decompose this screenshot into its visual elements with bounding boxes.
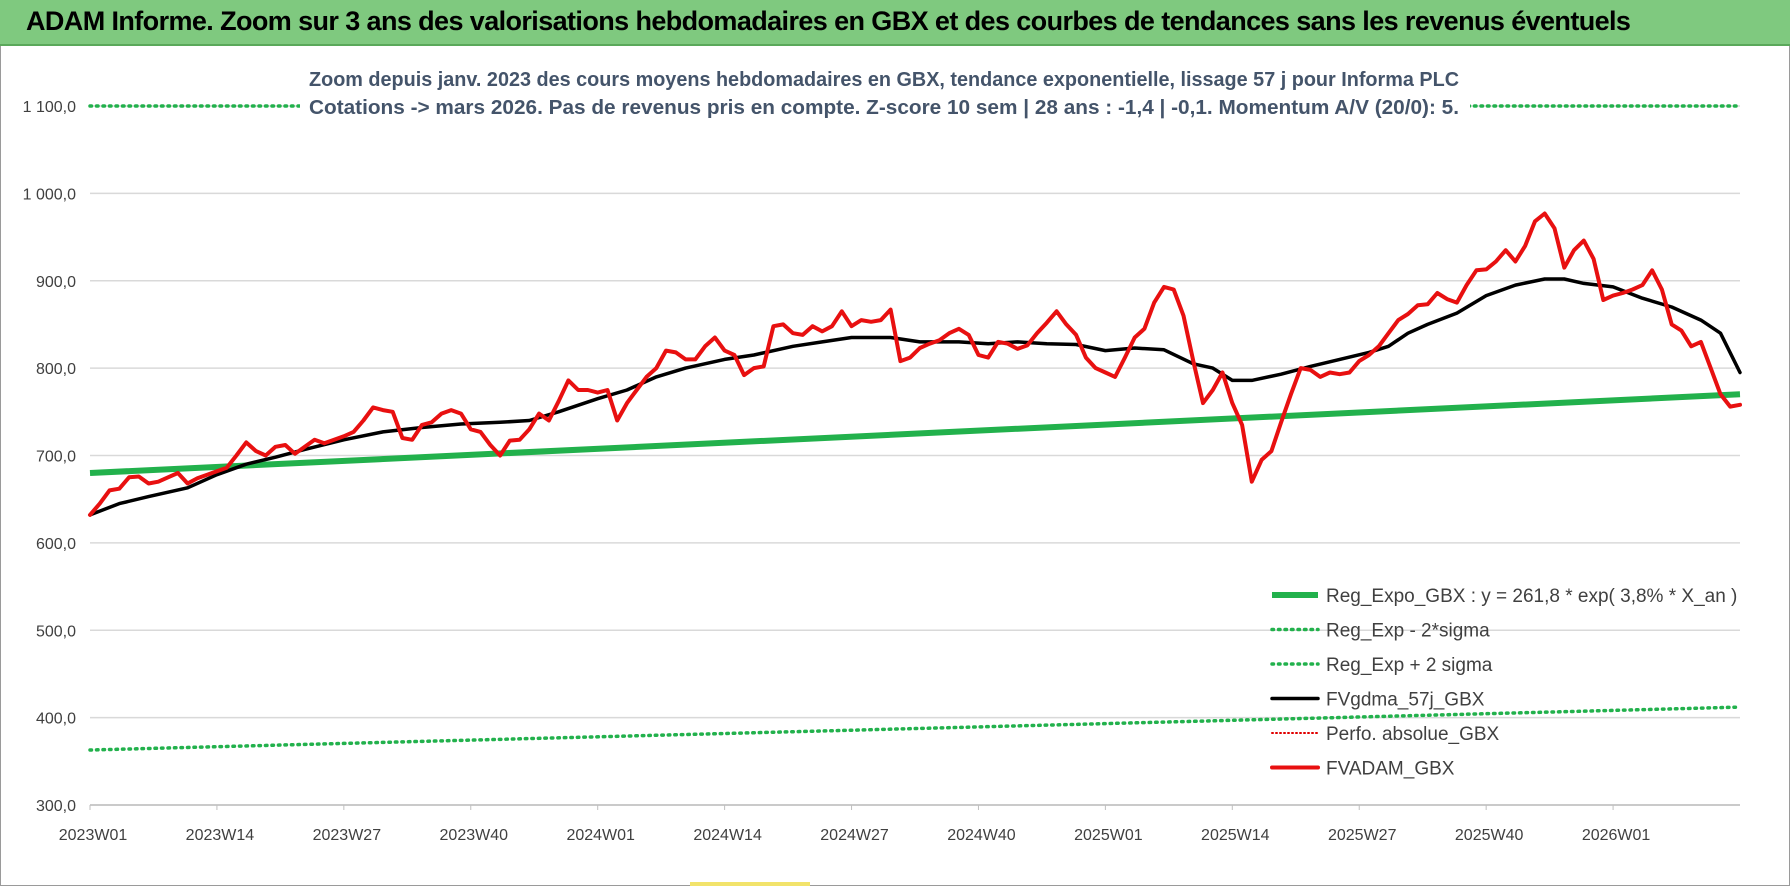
series-reg-expo-line: [89, 391, 1741, 476]
legend-item-reg-plus-2sigma: Reg_Exp + 2 sigma: [1270, 655, 1493, 676]
legend-item-reg-minus-2sigma: Reg_Exp - 2*sigma: [1270, 621, 1490, 642]
legend-label: Reg_Exp - 2*sigma: [1326, 621, 1490, 642]
legend-label: FVgdma_57j_GBX: [1326, 690, 1485, 711]
x-tick-label: 2025W14: [1201, 827, 1270, 844]
y-tick-label: 900,0: [36, 274, 76, 291]
header-banner: ADAM Informe. Zoom sur 3 ans des valoris…: [0, 0, 1790, 46]
x-tick-label: 2023W27: [313, 827, 382, 844]
x-tick-label: 2024W14: [693, 827, 762, 844]
legend-item-perfo-absolue: Perfo. absolue_GBX: [1271, 724, 1500, 745]
x-tick-label: 2024W40: [947, 827, 1016, 844]
page-title: ADAM Informe. Zoom sur 3 ans des valoris…: [26, 6, 1631, 36]
legend-item-reg-expo: Reg_Expo_GBX : y = 261,8 * exp( 3,8% * X…: [1272, 586, 1737, 607]
x-tick-label: 2023W14: [186, 827, 255, 844]
series-reg-minus-2sigma-line: [88, 705, 1742, 752]
legend-item-fvgdma: FVgdma_57j_GBX: [1270, 690, 1485, 711]
legend-label: Perfo. absolue_GBX: [1326, 724, 1500, 745]
chart-gridlines: [90, 105, 1740, 806]
chart-title-background: [300, 58, 1470, 120]
chart-series: [88, 104, 1742, 752]
chart-title: Zoom depuis janv. 2023 des cours moyens …: [300, 58, 1470, 120]
bottom-accent-bar: [690, 882, 810, 886]
y-tick-label: 800,0: [36, 361, 76, 378]
chart-legend: Reg_Expo_GBX : y = 261,8 * exp( 3,8% * X…: [1270, 586, 1737, 780]
x-tick-label: 2025W27: [1328, 827, 1397, 844]
y-tick-label: 700,0: [36, 449, 76, 466]
x-tick-label: 2023W40: [440, 827, 509, 844]
series-fvadam-line: [88, 211, 1742, 517]
x-tick-label: 2025W40: [1455, 827, 1524, 844]
legend-label: FVADAM_GBX: [1326, 759, 1455, 780]
x-tick-label: 2024W01: [566, 827, 635, 844]
chart-title-line-2: Cotations -> mars 2026. Pas de revenus p…: [309, 97, 1459, 119]
x-tick-label: 2023W01: [59, 827, 128, 844]
x-tick-label: 2024W27: [820, 827, 889, 844]
x-tick-label: 2026W01: [1582, 827, 1651, 844]
legend-label: Reg_Expo_GBX : y = 261,8 * exp( 3,8% * X…: [1326, 586, 1737, 607]
line-chart: 300,0 400,0 500,0 600,0 700,0 800,0 900,0 1 000…: [23, 58, 1742, 844]
y-tick-label: 500,0: [36, 623, 76, 640]
series-fvgdma-line: [88, 277, 1742, 517]
y-tick-label: 1 100,0: [23, 99, 76, 116]
x-axis-tick-labels: 2023W01 2023W14 2023W27 2023W40 2024W01 2024W…: [59, 805, 1651, 844]
y-tick-label: 400,0: [36, 711, 76, 728]
y-tick-label: 300,0: [36, 798, 76, 815]
legend-label: Reg_Exp + 2 sigma: [1326, 655, 1493, 676]
chart-title-line-1: Zoom depuis janv. 2023 des cours moyens …: [309, 69, 1459, 91]
x-tick-label: 2025W01: [1074, 827, 1143, 844]
y-tick-label: 1 000,0: [23, 186, 76, 203]
y-axis-tick-labels: 300,0 400,0 500,0 600,0 700,0 800,0 900,0 1 000…: [23, 99, 76, 815]
legend-item-fvadam: FVADAM_GBX: [1270, 759, 1455, 780]
y-tick-label: 600,0: [36, 536, 76, 553]
